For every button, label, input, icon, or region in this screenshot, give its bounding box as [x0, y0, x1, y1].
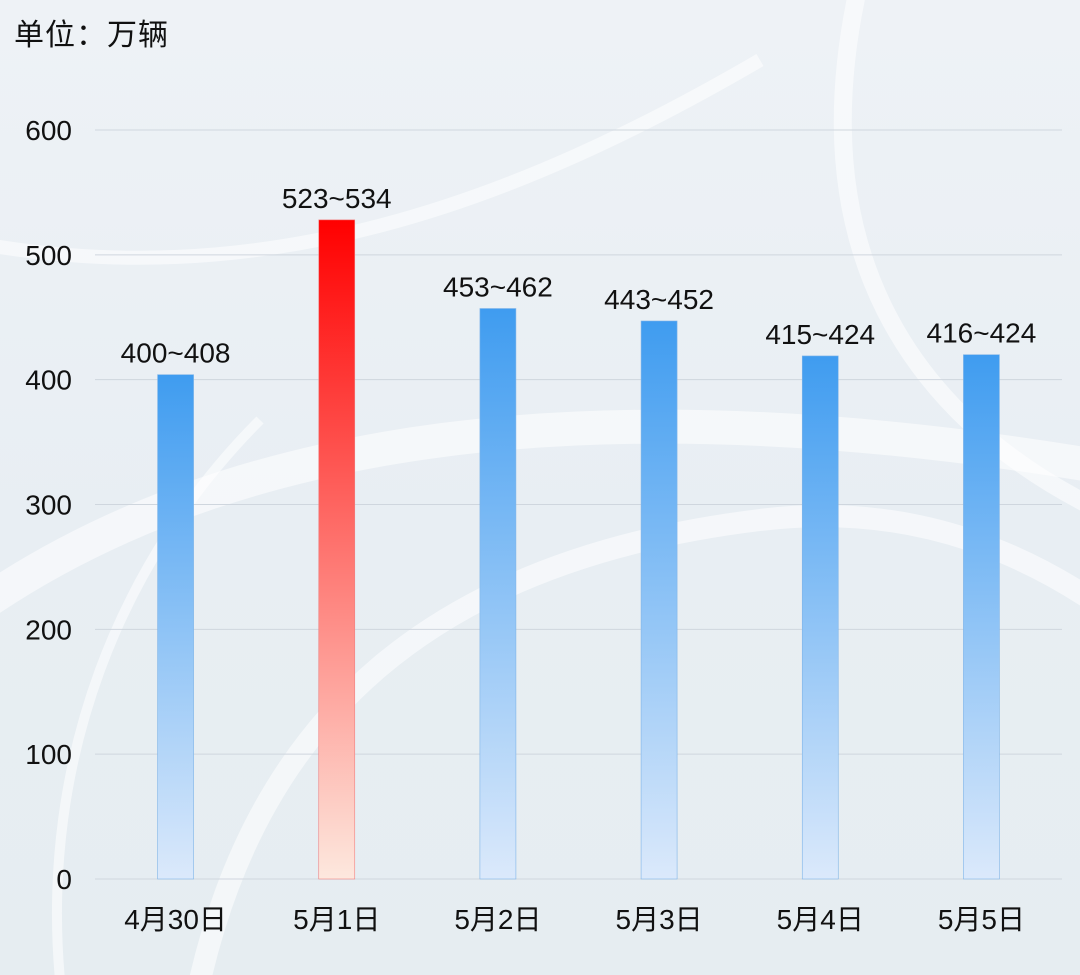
bar: [479, 308, 517, 880]
y-tick-label: 500: [25, 240, 72, 271]
bar: [963, 354, 1000, 880]
bar: [318, 219, 356, 880]
gridlines: [95, 129, 1062, 880]
y-tick-label: 0: [56, 864, 72, 895]
x-tick-label: 4月30日: [124, 904, 227, 935]
bar-value-label: 523~534: [282, 183, 392, 214]
bar-value-label: 453~462: [443, 272, 553, 303]
bar: [801, 355, 839, 880]
x-tick-label: 5月1日: [293, 904, 380, 935]
bars: [157, 219, 1000, 880]
x-tick-label: 5月3日: [616, 904, 703, 935]
bar-value-label: 400~408: [121, 338, 231, 369]
x-tick-label: 5月2日: [454, 904, 541, 935]
data-labels: 400~408 523~534 453~462 443~452 415~424 416~4…: [121, 183, 1037, 369]
bar: [640, 320, 678, 880]
y-tick-label: 400: [25, 365, 72, 396]
y-tick-label: 600: [25, 115, 72, 146]
y-tick-label: 100: [25, 739, 72, 770]
unit-label: 单位：万辆: [14, 19, 169, 52]
bar-value-label: 416~424: [927, 318, 1037, 349]
x-axis-tick-labels: 4月30日 5月1日 5月2日 5月3日 5月4日 5月5日: [124, 904, 1025, 935]
bar: [157, 374, 194, 880]
bar-value-label: 415~424: [765, 319, 875, 350]
bar-value-label: 443~452: [604, 284, 714, 315]
y-axis-tick-labels: 0 100 200 300 400 500 600: [25, 115, 72, 895]
x-tick-label: 5月4日: [777, 904, 864, 935]
x-tick-label: 5月5日: [938, 904, 1025, 935]
y-tick-label: 300: [25, 490, 72, 521]
y-tick-label: 200: [25, 614, 72, 645]
